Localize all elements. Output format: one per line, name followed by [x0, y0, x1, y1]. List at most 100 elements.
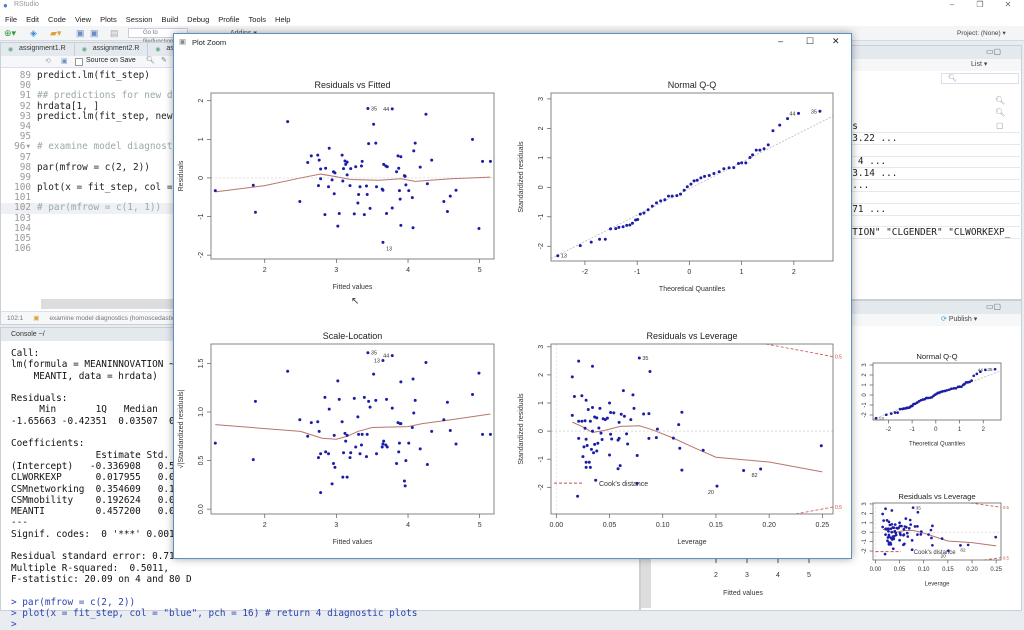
data-point — [362, 213, 366, 217]
data-point — [445, 210, 449, 214]
data-point — [692, 179, 696, 183]
data-point — [893, 411, 897, 414]
env-row[interactable]: 3.71 ... — [841, 204, 1023, 216]
minimize-button[interactable]: – — [949, 0, 955, 9]
menu-profile[interactable]: Profile — [218, 14, 240, 24]
code-line: 90 — [1, 80, 639, 91]
menu-tools[interactable]: Tools — [248, 14, 267, 24]
save-all-icon[interactable]: ▣ — [90, 28, 99, 38]
data-point — [993, 367, 997, 371]
env-row[interactable]: 17 4 ... — [841, 156, 1023, 169]
x-tick-label: 0.00 — [550, 522, 564, 529]
pane-minmax-icon[interactable]: ▭▢ — [986, 302, 1002, 311]
vertical-scrollbar[interactable] — [641, 536, 651, 608]
y-tick-label: 0.5 — [198, 456, 205, 466]
menu-build[interactable]: Build — [161, 14, 179, 24]
env-row[interactable] — [841, 192, 1023, 204]
data-point — [364, 455, 368, 459]
new-file-icon[interactable]: ⊕▾ — [4, 28, 17, 38]
env-row[interactable]: VATION" "CLGENDER" "CLWORKEXP_ — [841, 227, 1023, 240]
data-point — [941, 389, 945, 393]
data-point — [345, 173, 349, 177]
search-icon[interactable]: 🔍︎ — [995, 108, 1006, 117]
publish-button[interactable]: ⟳ Publish ▾ — [941, 315, 977, 323]
data-point — [319, 452, 323, 456]
save-icon[interactable]: ▣ — [61, 58, 68, 65]
data-point — [404, 183, 408, 187]
section-name[interactable]: examine model diagnostics (homoscedastic — [49, 314, 176, 322]
menu-plots[interactable]: Plots — [100, 14, 117, 24]
maximize-button[interactable]: ☐ — [806, 36, 815, 46]
close-button[interactable]: ✕ — [832, 36, 840, 46]
close-button[interactable]: ✕ — [1004, 0, 1012, 9]
data-point — [963, 382, 966, 386]
print-icon[interactable]: ▤ — [110, 28, 119, 38]
data-point — [454, 188, 458, 192]
y-axis-label: Residuals — [178, 160, 185, 191]
plot-frame — [872, 502, 1002, 561]
data-point — [577, 419, 581, 423]
pane-minmax-icon[interactable]: ▭▢ — [986, 47, 1002, 56]
horizontal-scrollbar[interactable] — [41, 299, 181, 309]
y-tick-label: -1 — [538, 456, 545, 462]
save-icon[interactable]: ▣ — [76, 28, 85, 38]
point-label: 13 — [561, 254, 567, 260]
grid-view-icon[interactable]: ▢ — [996, 121, 1004, 130]
editor-tab[interactable]: assignment2.R — [75, 43, 149, 56]
search-icon[interactable]: 🔍︎ — [146, 57, 155, 64]
data-point — [637, 356, 641, 360]
env-row[interactable]: 3.14 ... — [841, 168, 1023, 181]
data-point — [471, 137, 475, 141]
data-point — [642, 412, 646, 416]
data-point — [636, 217, 640, 221]
data-point — [762, 147, 766, 151]
new-project-icon[interactable]: ◈ — [30, 28, 37, 38]
project-menu[interactable]: Project: (None) ▾ — [957, 30, 1006, 37]
open-file-icon[interactable]: ▰▾ — [50, 28, 62, 38]
data-point — [635, 481, 639, 485]
line-number: 103 — [14, 212, 31, 224]
data-point — [950, 387, 953, 391]
env-search-input[interactable]: 🔍︎ — [941, 73, 1019, 84]
minimize-button[interactable]: – — [778, 36, 784, 46]
data-point — [947, 388, 951, 392]
data-point — [892, 534, 896, 538]
data-point — [943, 389, 947, 393]
data-point — [614, 227, 618, 231]
menu-help[interactable]: Help — [275, 14, 291, 24]
data-point — [638, 212, 642, 216]
point-label: 82 — [752, 473, 758, 479]
menu-file[interactable]: File — [5, 14, 18, 24]
env-row[interactable]: 4 3.22 ... — [841, 133, 1023, 145]
data-point — [742, 468, 746, 472]
data-point — [598, 406, 602, 410]
data-point — [699, 176, 703, 180]
maximize-button[interactable]: ❐ — [976, 0, 984, 9]
source-on-save-checkbox[interactable] — [75, 58, 83, 66]
source-on-save-label: Source on Save — [86, 57, 136, 64]
data-point — [362, 395, 366, 399]
menu-view[interactable]: View — [74, 14, 92, 24]
menu-debug[interactable]: Debug — [187, 14, 210, 24]
x-tick-label: 0.25 — [816, 522, 830, 529]
data-point — [886, 539, 889, 543]
data-point — [592, 451, 596, 455]
data-point — [894, 533, 898, 537]
y-tick-label: 2 — [538, 126, 545, 130]
data-point — [885, 518, 889, 522]
env-row[interactable]: .. — [841, 145, 1023, 157]
wand-icon[interactable]: ✎ — [161, 57, 167, 64]
search-icon[interactable]: 🔍︎ — [995, 96, 1006, 105]
list-view-menu[interactable]: List ▾ — [971, 61, 988, 68]
data-point — [359, 443, 363, 447]
env-row[interactable] — [841, 215, 1023, 228]
data-point — [286, 369, 290, 373]
editor-tab[interactable]: assignment1.R — [1, 43, 75, 56]
env-row[interactable]: ... — [841, 180, 1023, 192]
env-row[interactable]: les — [841, 121, 1023, 133]
back-icon[interactable]: ⟲ — [45, 58, 51, 65]
menu-edit[interactable]: Edit — [26, 14, 40, 24]
menu-code[interactable]: Code — [48, 14, 66, 24]
point-label: 35 — [642, 356, 648, 362]
menu-session[interactable]: Session — [125, 14, 153, 24]
